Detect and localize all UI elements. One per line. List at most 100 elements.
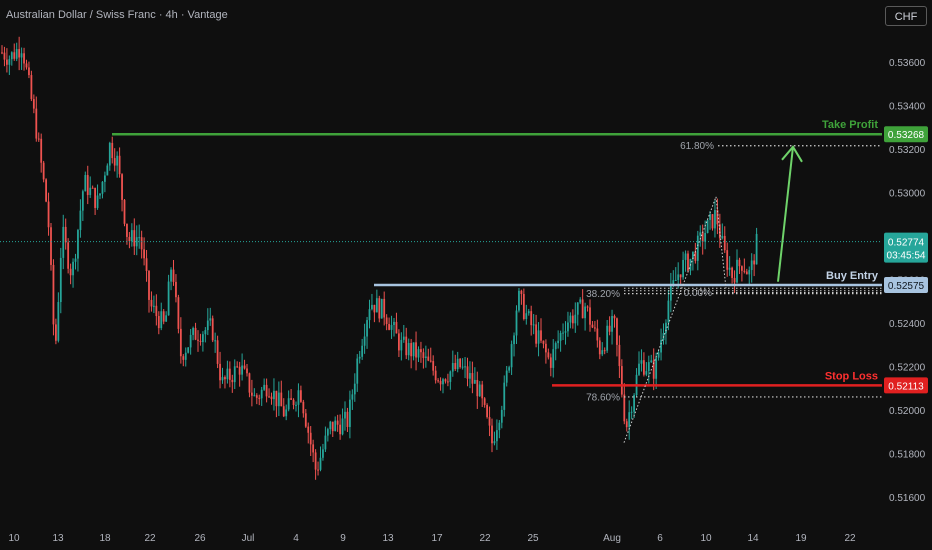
candle-body xyxy=(748,270,751,275)
candle-body xyxy=(344,411,346,419)
candle-body xyxy=(20,53,23,58)
candle-body xyxy=(473,379,476,384)
take-profit-label: Take Profit xyxy=(822,119,878,131)
candle-body xyxy=(706,219,709,233)
candle-body xyxy=(336,420,339,425)
time-tick-label: 9 xyxy=(340,533,346,544)
candle-body xyxy=(645,371,648,375)
candle-body xyxy=(157,316,160,329)
candle-body xyxy=(584,306,586,319)
candle-body xyxy=(483,398,486,405)
candle-body xyxy=(25,63,28,68)
candle-body xyxy=(488,417,491,426)
candle-body xyxy=(64,226,67,243)
candle-body xyxy=(130,230,133,242)
candle-body xyxy=(226,368,229,380)
candle-body xyxy=(101,181,104,194)
candle-body xyxy=(618,344,621,367)
candle-body xyxy=(324,435,327,450)
time-tick-label: 18 xyxy=(99,533,111,544)
candle-body xyxy=(594,327,596,329)
buy-entry-price-badge xyxy=(884,276,928,293)
candle-body xyxy=(184,352,187,360)
candle-body xyxy=(197,339,199,341)
candle-body xyxy=(738,259,741,267)
candle-body xyxy=(140,237,143,250)
candle-body xyxy=(356,358,359,384)
candle-body xyxy=(126,223,128,237)
candle-body xyxy=(106,165,109,176)
candle-body xyxy=(329,421,332,430)
candle-body xyxy=(611,316,613,332)
candle-body xyxy=(331,421,334,432)
time-tick-label: 14 xyxy=(747,533,759,544)
candle-body xyxy=(189,334,192,348)
candle-body xyxy=(380,298,383,319)
candle-body xyxy=(687,253,689,271)
candle-body xyxy=(351,394,354,400)
candle-body xyxy=(540,330,542,341)
candle-body xyxy=(111,142,114,159)
candle-body xyxy=(466,366,469,379)
candle-body xyxy=(750,260,753,271)
currency-button[interactable]: CHF xyxy=(885,6,927,26)
candle-body xyxy=(233,366,236,383)
candle-body xyxy=(603,350,606,352)
candle-body xyxy=(187,347,190,353)
candle-body xyxy=(8,59,11,65)
candle-body xyxy=(280,392,283,407)
candle-body xyxy=(390,324,393,330)
price-tick-label: 0.51800 xyxy=(889,450,926,461)
candle-body xyxy=(420,349,422,353)
candle-body xyxy=(133,230,136,247)
price-tick-label: 0.53000 xyxy=(889,189,926,200)
candle-body xyxy=(393,321,395,325)
candle-body xyxy=(358,356,361,359)
candle-body xyxy=(349,399,351,427)
candle-body xyxy=(50,227,52,265)
candle-body xyxy=(177,297,180,329)
fib-label: 61.80% xyxy=(680,141,714,152)
candle-body xyxy=(679,274,682,278)
candle-body xyxy=(608,325,611,332)
candle-body xyxy=(206,320,209,331)
candle-body xyxy=(464,366,466,368)
candle-body xyxy=(121,174,123,200)
candle-body xyxy=(211,318,214,341)
candle-body xyxy=(145,258,148,271)
candle-body xyxy=(478,384,481,397)
candle-body xyxy=(160,311,163,329)
candle-body xyxy=(503,382,506,410)
candle-body xyxy=(322,449,324,458)
candle-body xyxy=(591,324,594,328)
candle-body xyxy=(113,158,116,166)
candle-body xyxy=(665,322,667,334)
time-tick-label: Jul xyxy=(242,533,255,544)
candle-body xyxy=(79,210,82,231)
candle-body xyxy=(179,328,182,357)
candle-body xyxy=(439,380,442,385)
candle-body xyxy=(81,191,84,211)
candle-body xyxy=(253,395,256,397)
candle-body xyxy=(667,300,670,323)
time-tick-label: 22 xyxy=(844,533,856,544)
candle-body xyxy=(361,345,364,357)
candle-body xyxy=(537,330,540,344)
price-tick-label: 0.51600 xyxy=(889,493,926,504)
candle-body xyxy=(89,187,92,195)
candle-body xyxy=(221,377,224,381)
candle-body xyxy=(696,235,699,261)
last-price-badge xyxy=(884,232,928,263)
candle-body xyxy=(170,269,172,282)
candle-body xyxy=(500,409,503,423)
candle-body xyxy=(339,424,341,435)
candle-body xyxy=(297,390,300,405)
candle-body xyxy=(18,49,21,58)
candle-body xyxy=(118,155,121,175)
price-tick-label: 0.53200 xyxy=(889,145,926,156)
stop-loss-price-text: 0.52113 xyxy=(888,381,924,392)
candle-body xyxy=(258,397,261,399)
candle-body xyxy=(682,259,684,278)
candle-body xyxy=(295,404,297,406)
